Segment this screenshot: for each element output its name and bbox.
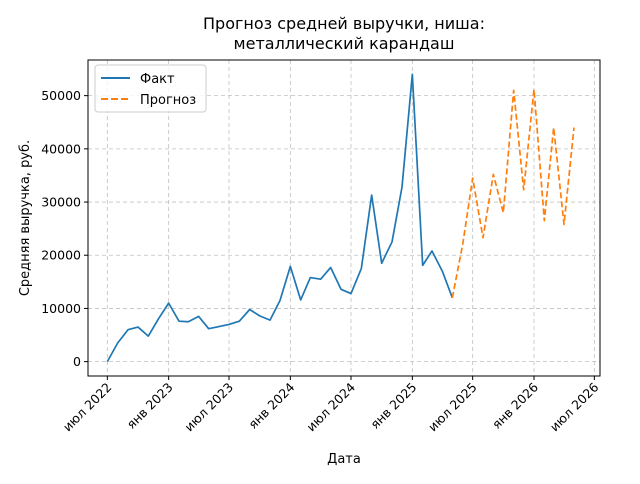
chart-title-line-2: металлический карандаш [234,34,455,53]
series-line-forecast [451,88,575,298]
y-tick-label: 50000 [41,88,81,103]
series-lines [106,73,575,363]
grid [88,60,600,376]
y-tick-label: 40000 [41,141,81,156]
plot-frame [87,59,601,377]
x-axis-label: Дата [327,452,361,467]
y-axis-label: Средняя выручка, руб. [18,140,33,296]
chart-title-line-1: Прогноз средней выручки, ниша: [203,14,485,33]
series-line-fact [106,73,454,363]
legend-label-fact: Факт [140,72,175,87]
legend-box [94,64,207,113]
y-tick-label: 30000 [41,195,81,210]
y-tick-label: 20000 [41,248,81,263]
y-tick-label: 0 [73,354,81,369]
legend: Факт Прогноз [94,64,207,113]
legend-label-forecast: Прогноз [140,93,196,108]
y-tick-label: 10000 [41,301,81,316]
